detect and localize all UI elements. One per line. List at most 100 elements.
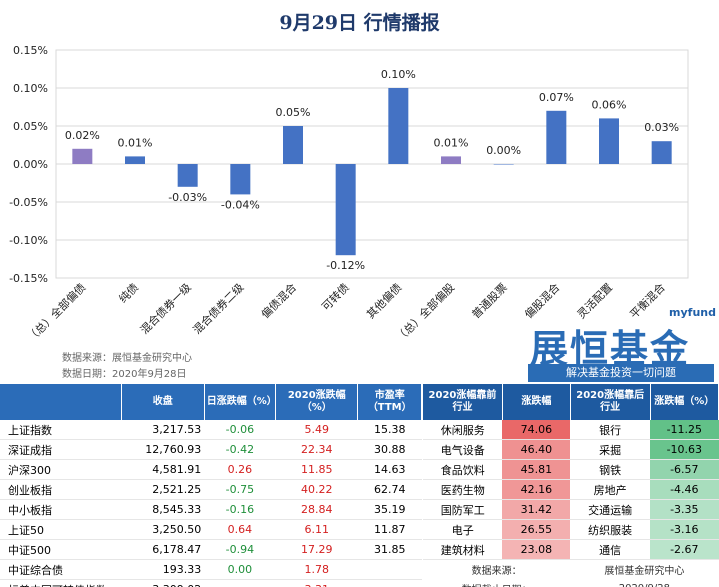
index-close: 8,545.33 xyxy=(121,499,205,520)
index-close: 6,178.47 xyxy=(121,539,205,560)
top-industry-change: 46.40 xyxy=(502,439,571,460)
index-day-change: 0.26 xyxy=(204,459,276,480)
index-ytd-change: 6.11 xyxy=(275,519,358,540)
bottom-industry-change: -4.46 xyxy=(650,479,719,500)
footer-label: 数据来源： xyxy=(471,566,522,577)
bar-value-label: 0.06% xyxy=(592,98,627,111)
index-ytd-change: 3.31 xyxy=(275,579,358,587)
top-industry-name: 休闲服务 xyxy=(423,420,503,440)
index-pe: 30.88 xyxy=(357,439,422,460)
industry-col-top-val: 涨跌幅 xyxy=(502,384,571,420)
index-col-ytd: 2020涨跌幅（%） xyxy=(275,384,359,420)
footer-value: 2020/9/28 xyxy=(570,579,718,587)
index-day-change: -0.94 xyxy=(204,539,276,560)
bar xyxy=(335,164,356,256)
bar-value-label: 0.02% xyxy=(65,129,100,142)
top-industry-change: 74.06 xyxy=(502,420,571,440)
index-close: 4,581.91 xyxy=(121,459,205,480)
table-row: 创业板指 2,521.25 -0.75 40.22 62.74 xyxy=(0,479,422,500)
bar xyxy=(599,118,619,164)
index-ytd-change: 17.29 xyxy=(275,539,358,560)
top-industry-change: 26.55 xyxy=(502,519,571,540)
bar-value-label: 0.01% xyxy=(118,136,153,149)
x-category-label: 纯债 xyxy=(116,280,141,305)
index-col-day: 日涨跌幅（%） xyxy=(204,384,277,420)
index-pe: 11.87 xyxy=(357,519,422,540)
bar-value-label: 0.00% xyxy=(486,144,521,157)
logo-cn-text: 展恒基金 xyxy=(530,327,691,371)
index-name: 创业板指 xyxy=(0,479,122,500)
top-industry-change: 31.42 xyxy=(502,499,571,520)
table-row: 上证50 3,250.50 0.64 6.11 11.87 xyxy=(0,519,422,540)
bottom-industry-name: 采掘 xyxy=(570,439,651,460)
y-tick-label: 0.05% xyxy=(13,120,48,133)
footer-label: 数据截止日期： xyxy=(423,579,570,587)
bottom-industry-name: 纺织服装 xyxy=(570,519,651,540)
index-ytd-change: 40.22 xyxy=(275,479,358,500)
bar-value-label: -0.04% xyxy=(221,198,260,211)
bottom-industry-change: -10.63 xyxy=(650,439,719,460)
bottom-industry-name: 房地产 xyxy=(570,479,651,500)
y-tick-label: -0.05% xyxy=(9,196,48,209)
bar xyxy=(651,141,672,164)
bar xyxy=(177,164,198,187)
y-tick-label: 0.10% xyxy=(13,82,48,95)
bar-value-label: 0.03% xyxy=(644,121,679,134)
index-pe: 15.38 xyxy=(357,420,422,440)
bottom-industry-change: -2.67 xyxy=(650,539,719,560)
table-row: 沪深300 4,581.91 0.26 11.85 14.63 xyxy=(0,459,422,480)
y-tick-label: 0.15% xyxy=(13,44,48,57)
table-row: 食品饮料 45.81 钢铁 -6.57 xyxy=(423,459,719,480)
table-row: 建筑材料 23.08 通信 -2.67 xyxy=(423,539,719,560)
bar xyxy=(441,156,461,164)
bar xyxy=(388,88,409,164)
index-day-change: - xyxy=(204,579,276,587)
index-pe: 31.85 xyxy=(357,539,422,560)
bottom-industry-name: 交通运输 xyxy=(570,499,651,520)
x-category-label: 其他偏债 xyxy=(363,280,404,321)
bar-chart: 0.15% 0.10% 0.05% 0.00% -0.05% -0.10% -0.15% 0… xyxy=(9,44,689,345)
industry-col-bot: 2020涨幅靠后行业 xyxy=(570,384,651,420)
bar xyxy=(230,164,251,195)
index-name: 中证综合债 xyxy=(0,559,122,580)
table-row: 电子 26.55 纺织服装 -3.16 xyxy=(423,519,719,540)
bottom-industry-name: 钢铁 xyxy=(570,459,651,480)
footer-row: 数据来源： 展恒基金研究中心 xyxy=(423,560,719,580)
footer-row: 数据截止日期：2020/9/28 xyxy=(423,579,719,587)
top-industry-change: 42.16 xyxy=(502,479,571,500)
index-close: 2,521.25 xyxy=(121,479,205,500)
bar xyxy=(283,126,303,164)
index-ytd-change: 28.84 xyxy=(275,499,358,520)
index-pe: 62.74 xyxy=(357,479,422,500)
index-day-change: 0.00 xyxy=(204,559,276,580)
index-day-change: 0.64 xyxy=(204,519,276,540)
top-industry-name: 电子 xyxy=(423,519,503,540)
bottom-industry-change: -11.25 xyxy=(650,420,719,440)
index-ytd-change: 1.78 xyxy=(275,559,358,580)
index-name: 中证500 xyxy=(0,539,122,560)
table-row: 深证成指 12,760.93 -0.42 22.34 30.88 xyxy=(0,439,422,460)
index-close: 12,760.93 xyxy=(121,439,205,460)
bar-value-label: 0.05% xyxy=(276,106,311,119)
x-category-label: 普通股票 xyxy=(469,280,510,321)
bar xyxy=(493,164,514,165)
index-ytd-change: 11.85 xyxy=(275,459,358,480)
index-day-change: -0.16 xyxy=(204,499,276,520)
index-ytd-change: 22.34 xyxy=(275,439,358,460)
logo-en-text: myfund xyxy=(669,306,716,319)
bar xyxy=(125,156,145,164)
y-tick-label: 0.00% xyxy=(13,158,48,171)
index-pe xyxy=(357,579,422,587)
bar-value-label: -0.03% xyxy=(168,191,207,204)
brand-logo: myfund 展恒基金 解决基金投资一切问题 xyxy=(528,306,718,384)
index-close: 3,250.50 xyxy=(121,519,205,540)
index-day-change: -0.75 xyxy=(204,479,276,500)
top-industry-name: 医药生物 xyxy=(423,479,503,500)
table-row: 电气设备 46.40 采掘 -10.63 xyxy=(423,439,719,460)
table-row: 中小板指 8,545.33 -0.16 28.84 35.19 xyxy=(0,499,422,520)
bar-value-label: 0.10% xyxy=(381,68,416,81)
index-close: 3,217.53 xyxy=(121,420,205,440)
index-name: 沪深300 xyxy=(0,459,122,480)
y-tick-label: -0.15% xyxy=(9,272,48,285)
